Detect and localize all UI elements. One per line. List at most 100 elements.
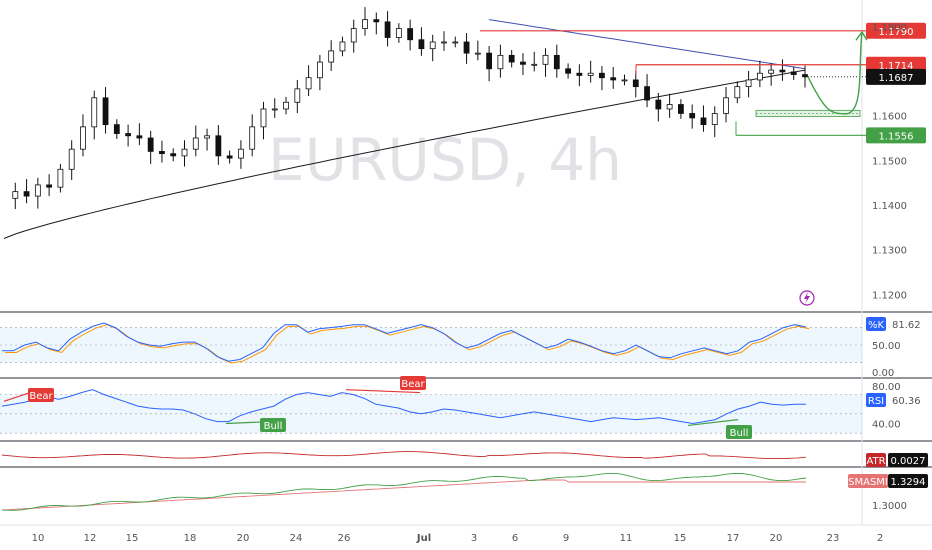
candle[interactable] <box>350 19 357 53</box>
candle[interactable] <box>779 59 786 81</box>
time-tick: 17 <box>727 533 740 544</box>
candle[interactable] <box>610 66 617 89</box>
candle[interactable] <box>46 174 53 197</box>
candle-body <box>204 135 210 139</box>
candle[interactable] <box>91 90 98 140</box>
candle[interactable] <box>621 74 628 86</box>
candle[interactable] <box>170 148 177 162</box>
candle[interactable] <box>80 114 86 157</box>
candle[interactable] <box>565 63 571 79</box>
candle[interactable] <box>102 87 109 134</box>
candle[interactable] <box>531 51 538 72</box>
candle[interactable] <box>429 34 436 62</box>
candle[interactable] <box>666 93 673 118</box>
candle[interactable] <box>655 92 662 122</box>
candle[interactable] <box>452 36 459 48</box>
candle-body <box>226 155 233 159</box>
candle[interactable] <box>790 66 797 80</box>
rsi-panel[interactable]: Bear Bull Bear Bull 80.00 40.00 RSI 60.36 <box>0 376 921 439</box>
candle[interactable] <box>339 36 346 57</box>
candle[interactable] <box>226 150 233 164</box>
candle[interactable] <box>294 79 301 113</box>
smasmi-panel[interactable]: SMASMI 1.3294 1.3000 <box>1 472 928 512</box>
candle[interactable] <box>486 45 493 82</box>
candle[interactable] <box>283 96 289 115</box>
candle[interactable] <box>271 98 278 118</box>
candle[interactable] <box>723 87 729 123</box>
candle[interactable] <box>34 177 41 209</box>
candle[interactable] <box>192 125 199 157</box>
candle[interactable] <box>113 119 120 139</box>
candle[interactable] <box>711 106 718 138</box>
candle[interactable] <box>23 179 30 204</box>
candle[interactable] <box>689 104 696 129</box>
candle-body <box>474 52 481 55</box>
candle[interactable] <box>328 40 335 72</box>
candle[interactable] <box>147 130 154 164</box>
candle[interactable] <box>632 71 639 98</box>
candle[interactable] <box>463 33 470 64</box>
smasmi-value-badge <box>888 474 928 488</box>
candle[interactable] <box>745 71 752 98</box>
atr-value-badge <box>888 453 928 467</box>
candle[interactable] <box>362 7 368 36</box>
candle-body <box>790 71 797 75</box>
candle[interactable] <box>373 12 380 35</box>
candle[interactable] <box>125 124 131 147</box>
candle[interactable] <box>441 31 447 51</box>
price-tick: 1.1200 <box>872 290 907 301</box>
candle[interactable] <box>384 11 391 47</box>
candle[interactable] <box>305 65 312 97</box>
atr-panel[interactable]: ATR 0.0027 <box>1 451 928 467</box>
candle-body <box>745 79 752 88</box>
candle[interactable] <box>204 128 210 151</box>
candle[interactable] <box>497 44 504 78</box>
lightning-icon[interactable] <box>799 290 815 306</box>
candle-body <box>565 68 571 74</box>
candle[interactable] <box>587 60 594 83</box>
candle[interactable] <box>215 125 222 165</box>
candle[interactable] <box>316 54 323 91</box>
candle[interactable] <box>159 140 165 163</box>
divergence-badge <box>260 418 286 432</box>
price-tick: 1.1800 <box>872 22 907 33</box>
candle[interactable] <box>407 19 414 51</box>
stochastic-panel[interactable]: 50.00 0.00 %K 81.62 <box>0 317 921 379</box>
stoch-tick: 50.00 <box>872 341 901 352</box>
candle[interactable] <box>68 140 75 181</box>
candle[interactable] <box>249 114 256 157</box>
time-axis[interactable]: 10 12 15 18 20 24 26 Jul 3 6 9 11 15 17 20 23 2 <box>32 533 884 544</box>
candle[interactable] <box>644 74 650 108</box>
candle[interactable] <box>734 81 741 104</box>
candle[interactable] <box>700 105 707 132</box>
candle[interactable] <box>520 53 526 76</box>
level-price-badge <box>866 22 926 39</box>
forecast-arrowhead <box>855 30 868 41</box>
candle[interactable] <box>553 44 560 78</box>
candle-body <box>768 69 775 74</box>
candle-body <box>249 126 256 150</box>
candle[interactable] <box>599 66 605 91</box>
symbol-watermark: EURUSD, 4h <box>268 126 622 194</box>
time-tick: 12 <box>84 533 97 544</box>
candle[interactable] <box>136 123 143 146</box>
level-price-badge <box>866 127 926 144</box>
candle[interactable] <box>678 99 684 119</box>
candle[interactable] <box>542 48 549 77</box>
candle[interactable] <box>768 62 775 86</box>
candle-body <box>452 41 459 44</box>
time-tick: 10 <box>32 533 45 544</box>
price-axis[interactable]: 1.1600 1.1500 1.1400 1.1300 1.1200 1.1800 <box>872 22 907 301</box>
candle[interactable] <box>474 40 481 61</box>
candle[interactable] <box>12 182 19 210</box>
candle[interactable] <box>57 163 64 193</box>
candle[interactable] <box>418 27 425 56</box>
candle[interactable] <box>260 101 267 140</box>
candle[interactable] <box>181 140 188 167</box>
candle[interactable] <box>395 23 402 43</box>
last-price-text: 1.1687 <box>879 73 914 84</box>
candle[interactable] <box>576 64 583 87</box>
candle[interactable] <box>508 50 515 68</box>
candle[interactable] <box>238 140 244 169</box>
